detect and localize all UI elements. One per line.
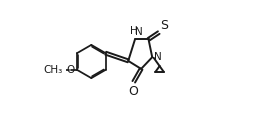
Text: S: S xyxy=(160,19,168,32)
Text: O: O xyxy=(66,65,74,75)
Text: N: N xyxy=(135,27,143,37)
Text: H: H xyxy=(130,26,137,36)
Text: O: O xyxy=(128,85,138,98)
Text: CH₃: CH₃ xyxy=(43,65,63,75)
Text: N: N xyxy=(154,52,162,62)
